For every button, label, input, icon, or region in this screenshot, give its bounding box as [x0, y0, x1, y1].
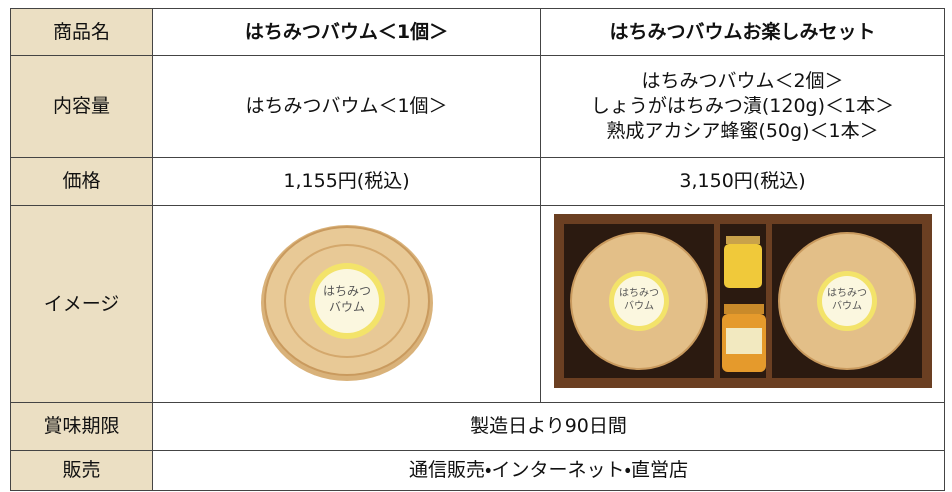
row-label: 販売 [10, 450, 153, 491]
cell: はちみつ バウム はちみつ バウム [540, 205, 945, 403]
cell: 3,150円(税込) [540, 157, 945, 206]
row: イメージ はちみつ バウム はちみつ バウム はちみつ バウム [10, 205, 945, 403]
row: 販売 通信販売・インターネット・直営店 [10, 450, 945, 491]
cake-label: はちみつ [322, 284, 370, 298]
header-row: 商品名 はちみつバウム＜1個＞ はちみつバウムお楽しみセット [10, 8, 945, 56]
line: 熟成アカシア蜂蜜(50g)＜1本＞ [606, 119, 879, 142]
line: しょうがはちみつ漬(120g)＜1本＞ [590, 95, 895, 118]
row-label: 内容量 [10, 55, 153, 158]
cell: 製造日より90日間 [152, 402, 945, 451]
row-label: 価格 [10, 157, 153, 206]
cake-label: バウム [832, 300, 862, 312]
cake-label: はちみつ [827, 287, 867, 299]
cake-label: バウム [624, 300, 654, 312]
cake-label: バウム [328, 300, 364, 314]
cake-label: はちみつ [619, 287, 659, 299]
header-cell: はちみつバウム＜1個＞ [152, 8, 541, 56]
gift-set-image: はちみつ バウム はちみつ バウム [553, 213, 932, 388]
line: はちみつバウム＜2個＞ [641, 70, 844, 93]
cell: 通信販売・インターネット・直営店 [152, 450, 945, 491]
product-table: 商品名 はちみつバウム＜1個＞ はちみつバウムお楽しみセット 内容量 はちみつバ… [10, 8, 945, 491]
cell: 1,155円(税込) [152, 157, 541, 206]
cell: はちみつバウム＜1個＞ [152, 55, 541, 158]
row-label: 賞味期限 [10, 402, 153, 451]
row: 賞味期限 製造日より90日間 [10, 402, 945, 451]
header-cell: 商品名 [10, 8, 153, 56]
cake: はちみつ バウム [569, 231, 708, 370]
cake: はちみつ バウム [777, 231, 916, 370]
cell: はちみつ バウム [152, 205, 541, 403]
header-cell: はちみつバウムお楽しみセット [540, 8, 945, 56]
row-label: イメージ [10, 205, 153, 403]
cake-image: はちみつ バウム [260, 224, 433, 381]
row: 価格 1,155円(税込) 3,150円(税込) [10, 157, 945, 206]
cell: はちみつバウム＜2個＞ しょうがはちみつ漬(120g)＜1本＞ 熟成アカシア蜂蜜(5… [540, 55, 945, 158]
row: 内容量 はちみつバウム＜1個＞ はちみつバウム＜2個＞ しょうがはちみつ漬(120… [10, 55, 945, 158]
